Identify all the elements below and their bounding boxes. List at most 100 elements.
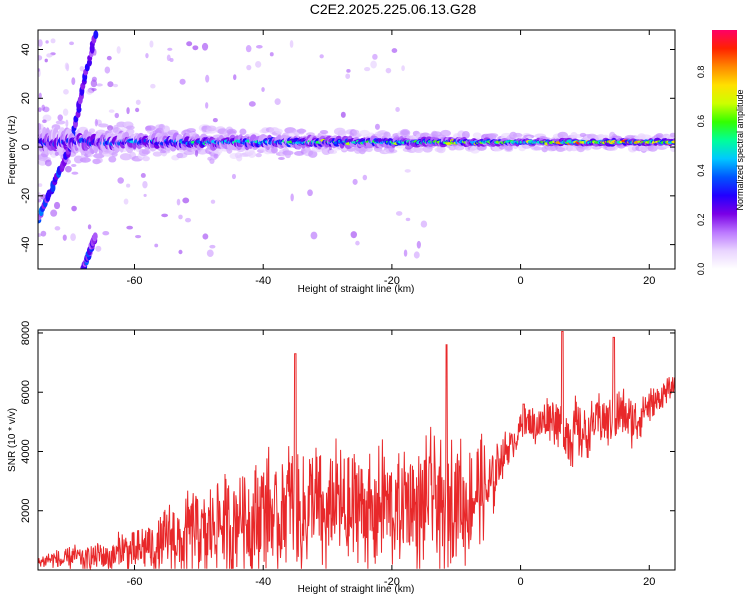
heatmap-cell — [65, 165, 72, 173]
heatmap-cell — [355, 240, 360, 246]
heatmap-cell — [233, 74, 237, 81]
heatmap-cell — [65, 119, 69, 128]
heatmap-cell — [40, 230, 47, 237]
heatmap-cell — [142, 156, 150, 162]
heatmap-cell — [362, 174, 368, 181]
heatmap-cell — [126, 225, 133, 230]
heatmap-cell — [453, 145, 465, 151]
heatmap-cell — [246, 64, 252, 71]
heatmap-cell — [102, 231, 110, 236]
snr-ytick-label: 2000 — [20, 498, 32, 522]
heatmap-cell — [176, 198, 181, 206]
heatmap-cell — [669, 132, 675, 138]
heatmap-cell — [195, 149, 199, 157]
heatmap-cell — [107, 81, 114, 88]
heatmap-cell — [135, 234, 142, 239]
heatmap-cell — [71, 205, 77, 212]
heatmap-cell — [94, 118, 98, 127]
heatmap-cell — [346, 68, 351, 73]
heatmap-cell — [436, 145, 446, 154]
heatmap-cell — [413, 251, 420, 259]
heatmap-cell — [655, 133, 664, 138]
heatmap-cell — [192, 45, 199, 51]
heatmap-cell — [108, 156, 117, 163]
heatmap-cell — [248, 101, 256, 107]
heatmap-cell — [112, 124, 119, 133]
heatmap-cell — [50, 38, 56, 44]
spectrogram-xtick-label: 0 — [518, 275, 524, 287]
spectrogram-ytick-label: -20 — [20, 188, 32, 204]
heatmap-cell — [79, 157, 91, 163]
heatmap-cell — [152, 151, 162, 157]
heatmap-cell — [50, 209, 58, 217]
heatmap-cell — [44, 58, 48, 63]
heatmap-cell — [275, 128, 283, 134]
heatmap-cell — [44, 159, 52, 167]
colorbar-ticks: 0.0 0.2 0.4 0.6 0.8 — [696, 66, 706, 276]
heatmap-cell — [169, 58, 174, 63]
heatmap-cell — [38, 183, 43, 187]
heatmap-cell — [278, 156, 285, 160]
heatmap-cell — [108, 109, 115, 113]
snr-xtick-label: -40 — [255, 576, 271, 588]
heatmap-cell — [197, 148, 208, 155]
heatmap-cell — [143, 193, 147, 197]
heatmap-cell — [149, 40, 154, 48]
heatmap-cell — [337, 129, 347, 138]
heatmap-cell — [46, 53, 53, 58]
heatmap-cell — [647, 143, 658, 152]
heatmap-cell — [141, 149, 151, 155]
heatmap-cell — [125, 125, 135, 130]
heatmap-cell — [126, 107, 130, 115]
heatmap-cell — [91, 76, 97, 82]
colorbar-tick-label: 0.2 — [696, 213, 706, 226]
heatmap-cell — [53, 201, 61, 210]
heatmap-cell — [38, 68, 41, 72]
heatmap-cell — [95, 157, 103, 164]
heatmap-cell — [413, 146, 424, 154]
heatmap-cell — [269, 52, 274, 57]
heatmap-cell — [328, 149, 338, 154]
heatmap-cell — [112, 83, 119, 88]
heatmap-cell — [135, 99, 141, 105]
heatmap-cell — [114, 112, 120, 119]
heatmap-cell — [140, 173, 146, 178]
heatmap-cell — [391, 48, 398, 53]
heatmap-cell — [86, 59, 92, 67]
heatmap-cell — [117, 177, 124, 184]
snr-axes: -60 -40 -20 0 20 2000 4000 6000 8000 — [20, 321, 675, 588]
heatmap-cell — [38, 198, 42, 203]
heatmap-cell — [212, 118, 218, 123]
heatmap-cell — [405, 217, 411, 222]
snr-xtick-label: 0 — [518, 576, 524, 588]
heatmap-cell — [108, 128, 112, 134]
heatmap-cell — [87, 153, 94, 158]
heatmap-cell — [385, 67, 392, 74]
heatmap-cell — [261, 87, 265, 93]
heatmap-cell — [162, 125, 171, 134]
heatmap-cell — [69, 41, 74, 46]
colorbar-tick-label: 0.4 — [696, 164, 706, 177]
heatmap-cell — [159, 150, 167, 154]
heatmap-cell — [88, 128, 96, 133]
heatmap-cell — [55, 120, 66, 125]
spectrogram-xtick-label: -60 — [127, 275, 143, 287]
spectrogram-frame — [37, 29, 676, 270]
heatmap-cell — [213, 153, 219, 159]
heatmap-cell — [403, 249, 408, 257]
heatmap-cell — [298, 128, 305, 135]
heatmap-cell — [372, 53, 378, 60]
heatmap-cell — [472, 132, 482, 139]
colorbar-tick-label: 0.0 — [696, 263, 706, 276]
spectrogram-xtick-label: -40 — [255, 275, 271, 287]
heatmap-cell — [416, 240, 421, 249]
heatmap-cell — [38, 39, 43, 47]
heatmap-cell — [350, 231, 358, 239]
heatmap-cell — [95, 83, 103, 87]
colorbar-tick-label: 0.8 — [696, 66, 706, 79]
heatmap-cell — [255, 60, 262, 68]
heatmap-cell — [255, 152, 262, 158]
spectrogram-ytick-label: -40 — [20, 237, 32, 253]
heatmap-cell — [106, 55, 112, 61]
heatmap-cell — [95, 245, 102, 252]
